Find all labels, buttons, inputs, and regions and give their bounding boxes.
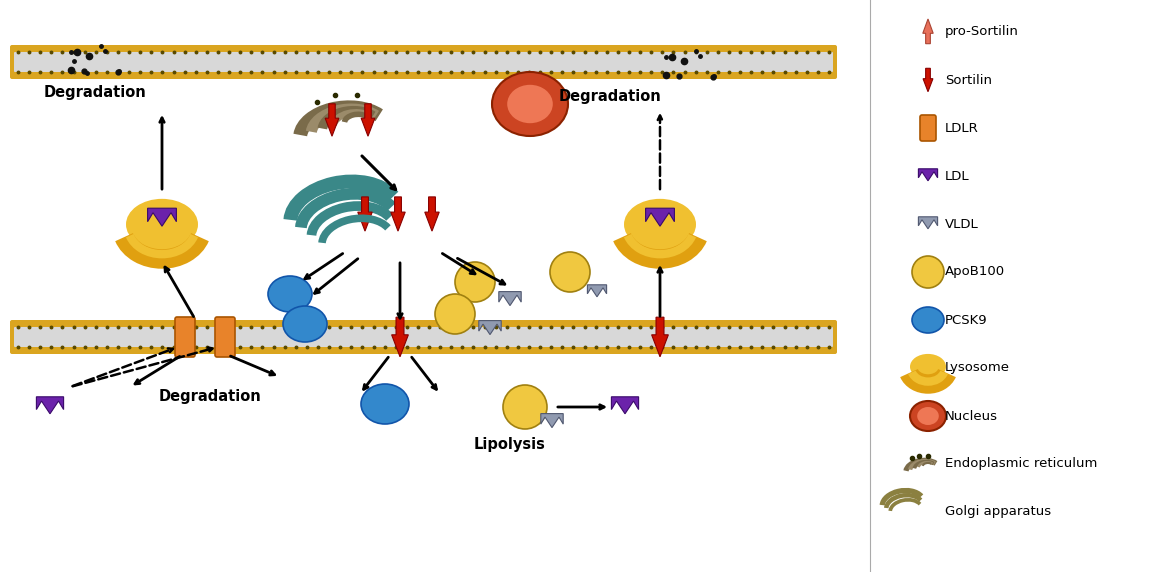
Polygon shape bbox=[645, 208, 674, 226]
Polygon shape bbox=[357, 197, 372, 231]
FancyBboxPatch shape bbox=[920, 115, 936, 141]
Polygon shape bbox=[918, 217, 938, 229]
Polygon shape bbox=[361, 104, 375, 136]
Circle shape bbox=[455, 262, 495, 302]
FancyBboxPatch shape bbox=[14, 52, 833, 72]
Polygon shape bbox=[587, 285, 607, 297]
Polygon shape bbox=[918, 169, 938, 181]
Text: ApoB100: ApoB100 bbox=[944, 265, 1005, 279]
Polygon shape bbox=[392, 317, 408, 357]
Polygon shape bbox=[424, 197, 439, 231]
Ellipse shape bbox=[507, 85, 553, 123]
FancyBboxPatch shape bbox=[10, 320, 837, 354]
Polygon shape bbox=[391, 197, 406, 231]
Circle shape bbox=[435, 294, 475, 334]
Ellipse shape bbox=[283, 306, 327, 342]
Circle shape bbox=[912, 256, 944, 288]
Polygon shape bbox=[922, 19, 933, 43]
Text: Lipolysis: Lipolysis bbox=[474, 436, 546, 451]
Circle shape bbox=[503, 385, 547, 429]
Text: PCSK9: PCSK9 bbox=[944, 313, 987, 327]
Text: pro-Sortilin: pro-Sortilin bbox=[944, 26, 1018, 38]
FancyBboxPatch shape bbox=[175, 317, 195, 357]
Polygon shape bbox=[479, 320, 502, 335]
Text: Nucleus: Nucleus bbox=[944, 410, 998, 423]
FancyBboxPatch shape bbox=[215, 317, 235, 357]
Text: Sortilin: Sortilin bbox=[944, 73, 992, 86]
FancyBboxPatch shape bbox=[10, 45, 837, 79]
Ellipse shape bbox=[361, 384, 409, 424]
Polygon shape bbox=[36, 397, 64, 414]
Circle shape bbox=[550, 252, 590, 292]
Polygon shape bbox=[148, 208, 177, 226]
Text: Degradation: Degradation bbox=[558, 89, 661, 105]
Polygon shape bbox=[922, 68, 933, 92]
Polygon shape bbox=[652, 317, 668, 357]
Text: Golgi apparatus: Golgi apparatus bbox=[944, 506, 1051, 518]
Ellipse shape bbox=[268, 276, 312, 312]
Ellipse shape bbox=[492, 72, 568, 136]
Text: LDL: LDL bbox=[944, 169, 970, 182]
Polygon shape bbox=[325, 104, 339, 136]
Ellipse shape bbox=[126, 199, 198, 250]
Ellipse shape bbox=[910, 401, 946, 431]
Ellipse shape bbox=[910, 354, 946, 379]
Polygon shape bbox=[612, 397, 638, 414]
FancyBboxPatch shape bbox=[14, 327, 833, 347]
Text: Degradation: Degradation bbox=[158, 390, 261, 404]
Ellipse shape bbox=[912, 307, 944, 333]
Text: LDLR: LDLR bbox=[944, 121, 979, 134]
Text: VLDL: VLDL bbox=[944, 217, 979, 231]
Text: Degradation: Degradation bbox=[44, 85, 147, 100]
Ellipse shape bbox=[917, 407, 939, 425]
Polygon shape bbox=[541, 414, 563, 428]
Text: Lysosome: Lysosome bbox=[944, 362, 1010, 375]
Polygon shape bbox=[498, 292, 521, 305]
Text: Endoplasmic reticulum: Endoplasmic reticulum bbox=[944, 458, 1097, 471]
Ellipse shape bbox=[624, 199, 696, 250]
